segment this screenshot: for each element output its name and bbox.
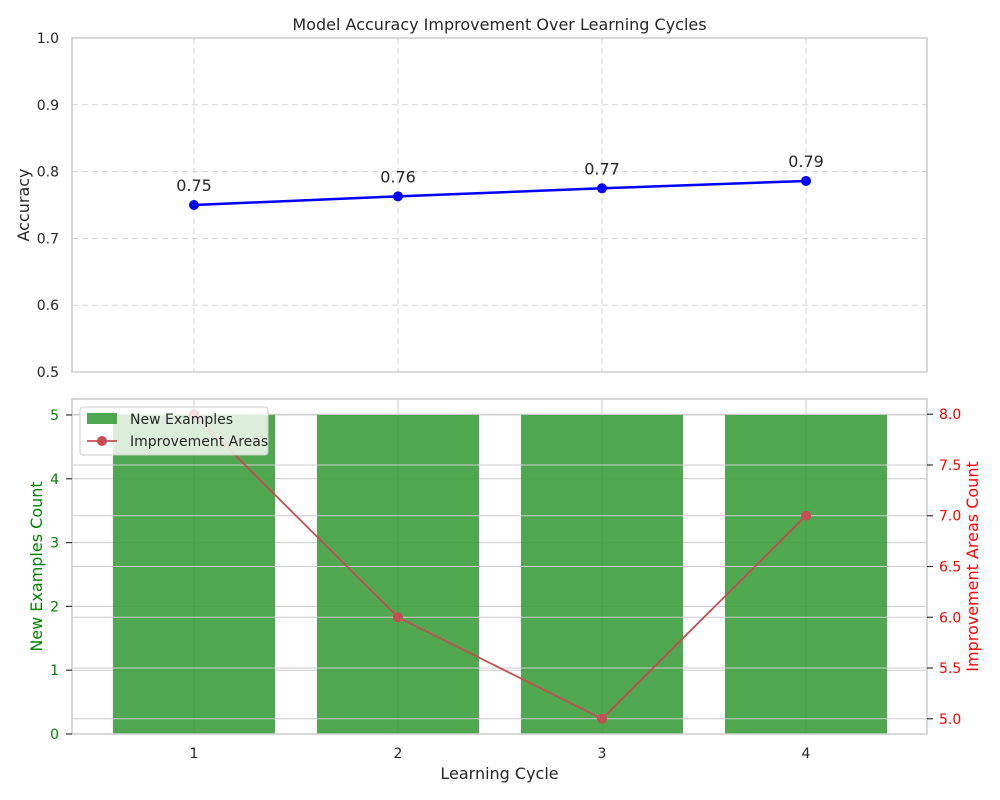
y-tick-label: 3 [50, 536, 59, 552]
legend-box [79, 406, 269, 456]
chart-title: Model Accuracy Improvement Over Learning… [292, 15, 706, 34]
y-tick-label: 0.7 [37, 231, 59, 247]
y-tick-label: 4 [50, 472, 59, 488]
y-tick-label: 0.5 [37, 365, 59, 381]
y-right-tick-label: 7.5 [939, 458, 961, 474]
legend-label: Improvement Areas [130, 434, 268, 450]
y-tick-label: 2 [50, 599, 59, 615]
y-axis-label: Accuracy [14, 168, 33, 241]
accuracy-data-label: 0.75 [176, 176, 212, 195]
y-tick-label: 0.6 [37, 298, 59, 314]
x-tick-label: 3 [598, 746, 607, 762]
accuracy-point [801, 175, 811, 186]
y-right-tick-label: 7.0 [939, 509, 961, 525]
y-right-tick-label: 5.0 [939, 712, 961, 728]
x-axis-label: Learning Cycle [440, 764, 558, 783]
improvement-point [393, 612, 403, 623]
y-right-tick-label: 6.5 [939, 560, 961, 576]
improvement-point [801, 510, 811, 521]
y-tick-label: 5 [50, 408, 59, 424]
y-tick-label: 0.8 [37, 165, 59, 181]
bar-new-examples [113, 414, 275, 734]
improvement-point [597, 713, 607, 724]
improvement-line [193, 413, 807, 720]
accuracy-line [193, 179, 807, 207]
y-right-tick-label: 8.0 [939, 407, 961, 423]
plot-frame [71, 37, 928, 373]
examples-improvement-chart: 0 1 2 3 4 5 5.0 5.5 6.0 6.5 7.0 7.5 8.0 1 2 3 4 Learning … [27, 398, 982, 783]
y-tick-label: 0.9 [37, 98, 59, 114]
y-right-tick-label: 6.0 [939, 610, 961, 626]
x-tick-label: 4 [802, 746, 811, 762]
legend: New Examples Improvement Areas [79, 406, 269, 456]
legend-swatch-marker [97, 436, 107, 446]
legend-swatch-bar [87, 413, 117, 424]
y-tick-label: 1 [50, 663, 59, 679]
accuracy-point [189, 200, 199, 210]
x-tick-label: 2 [394, 746, 403, 762]
legend-label: New Examples [130, 412, 233, 428]
bar-new-examples [521, 414, 683, 734]
y-tick-label: 0 [50, 727, 59, 743]
accuracy-chart: 0.5 0.6 0.7 0.8 0.9 1.0 Model Accuracy Improve… [14, 15, 928, 381]
y-right-tick-label: 5.5 [939, 661, 961, 677]
y-tick-label: 1.0 [37, 31, 59, 47]
y-axis-label-left: New Examples Count [27, 481, 46, 651]
accuracy-point [597, 183, 607, 194]
accuracy-data-label: 0.76 [380, 167, 416, 186]
accuracy-data-label: 0.79 [788, 152, 824, 171]
y-axis-label-right: Improvement Areas Count [963, 461, 982, 671]
accuracy-data-label: 0.77 [584, 159, 620, 178]
x-tick-label: 1 [190, 746, 199, 762]
accuracy-point [393, 191, 403, 202]
bar-new-examples [317, 414, 479, 734]
bar-new-examples [725, 414, 887, 734]
